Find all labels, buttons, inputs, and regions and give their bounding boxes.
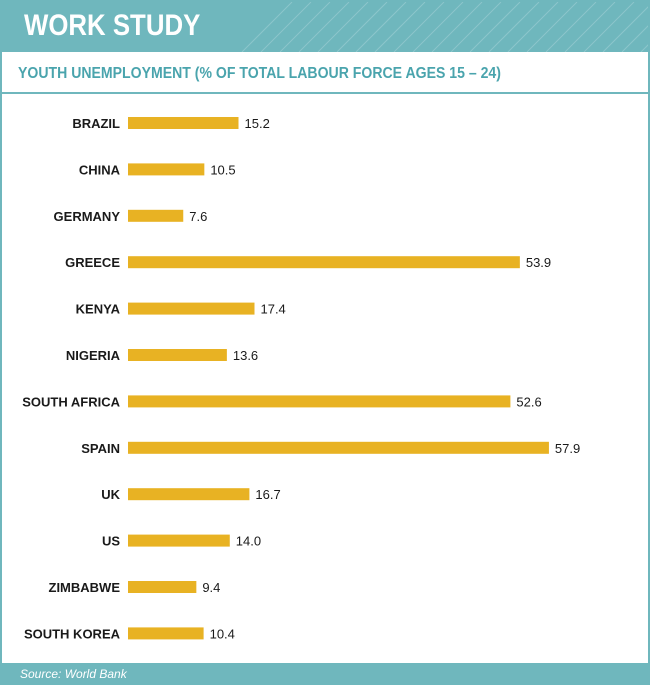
- header-stripe: [298, 2, 350, 52]
- header-stripe: [545, 2, 597, 52]
- header-stripe: [412, 2, 464, 52]
- bar: [128, 534, 230, 547]
- header-stripe: [279, 2, 331, 52]
- header-stripe: [431, 2, 483, 52]
- bar: [128, 581, 197, 593]
- category-label: SOUTH KOREA: [24, 626, 121, 641]
- header-stripe: [374, 2, 426, 52]
- bar: [128, 163, 205, 176]
- header-stripe: [469, 2, 521, 52]
- header-stripe: [602, 6, 648, 52]
- value-label: 7.6: [189, 209, 207, 224]
- category-label: NIGERIA: [66, 348, 121, 363]
- value-label: 57.9: [555, 441, 580, 456]
- value-label: 53.9: [526, 255, 551, 270]
- value-label: 17.4: [260, 302, 285, 317]
- chart-title: YOUTH UNEMPLOYMENT (% OF TOTAL LABOUR FO…: [18, 65, 501, 82]
- header-stripe: [583, 2, 635, 52]
- header-stripe: [526, 2, 578, 52]
- bar-chart: BRAZIL 15.2 CHINA 10.5 GERMANY 7.6 GREECE 53.9 K…: [22, 116, 580, 641]
- header-stripe: [355, 2, 407, 52]
- value-label: 9.4: [202, 580, 220, 595]
- header-stripe: [317, 2, 369, 52]
- bar: [128, 209, 184, 222]
- source-note: Source: World Bank: [20, 667, 127, 681]
- bar: [128, 488, 250, 501]
- header-stripe: [241, 2, 293, 52]
- header-stripe: [393, 2, 445, 52]
- bar: [128, 627, 204, 640]
- bar: [128, 441, 549, 454]
- category-label: GERMANY: [54, 209, 121, 224]
- header-stripe: [260, 2, 312, 52]
- value-label: 15.2: [245, 116, 270, 131]
- category-label: CHINA: [79, 162, 121, 177]
- header-stripes-decoration: [241, 2, 648, 52]
- category-label: GREECE: [65, 255, 120, 270]
- bar: [128, 302, 255, 315]
- value-label: 10.4: [210, 626, 235, 641]
- footer-bar: Source: World Bank: [2, 663, 648, 685]
- title-divider: [2, 92, 648, 94]
- category-label: SOUTH AFRICA: [22, 394, 120, 409]
- value-label: 16.7: [255, 487, 280, 502]
- category-label: KENYA: [76, 302, 121, 317]
- value-label: 10.5: [210, 162, 235, 177]
- value-label: 52.6: [516, 394, 541, 409]
- header-stripe: [507, 2, 559, 52]
- header-stripe: [450, 2, 502, 52]
- category-label: UK: [101, 487, 120, 502]
- category-label: ZIMBABWE: [49, 580, 121, 595]
- bar: [128, 117, 239, 129]
- bar: [128, 395, 511, 408]
- header-stripe: [621, 25, 648, 52]
- header-banner: WORK STUDY: [2, 2, 648, 52]
- header-stripe: [336, 2, 388, 52]
- category-label: BRAZIL: [72, 116, 120, 131]
- value-label: 14.0: [236, 534, 261, 549]
- value-label: 13.6: [233, 348, 258, 363]
- bar: [128, 256, 520, 269]
- header-title: WORK STUDY: [24, 9, 201, 42]
- category-label: US: [102, 534, 120, 549]
- header-stripe: [564, 2, 616, 52]
- bar: [128, 349, 227, 361]
- header-stripe: [488, 2, 540, 52]
- category-label: SPAIN: [81, 441, 120, 456]
